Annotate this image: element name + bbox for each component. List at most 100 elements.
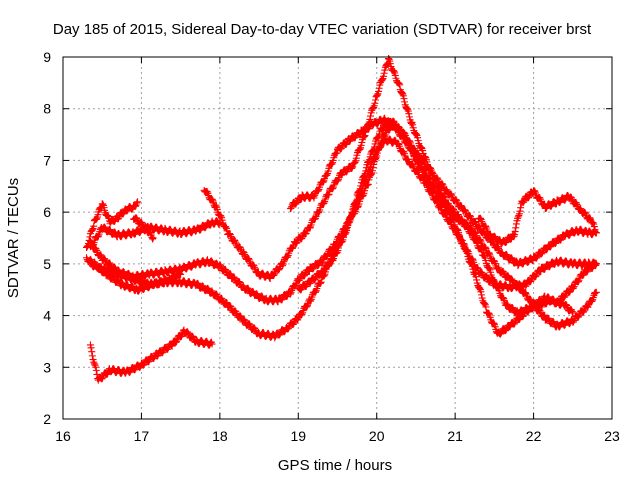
data-point [92,245,100,253]
series-track-d [86,326,216,384]
data-point [92,366,100,374]
data-point [483,273,491,281]
data-point [90,360,98,368]
data-point [189,332,197,340]
data-point [173,338,181,346]
data-point [370,154,378,162]
data-point [88,352,96,360]
data-point [296,276,304,284]
x-axis-tick-labels: 16 17 18 19 20 21 22 23 [55,428,620,444]
data-point [276,331,284,339]
data-point [473,264,481,272]
series-track-i [475,187,600,248]
data-point [533,254,541,262]
data-point [566,231,574,239]
data-point [92,363,100,371]
y-tick-label: 9 [43,49,51,65]
data-point [246,320,254,328]
data-point [241,316,249,324]
data-point [527,277,535,285]
data-point [90,358,98,366]
data-point [286,290,294,298]
y-tick-label: 8 [43,101,51,117]
data-point [447,190,455,198]
data-point [208,287,216,295]
data-point [222,298,230,306]
data-point [375,84,383,92]
series-track-e [200,55,577,319]
data-point [478,291,486,299]
chart-title: Day 185 of 2015, Sidereal Day-to-day VTE… [53,21,592,38]
data-point [591,290,599,298]
data-point [101,255,109,263]
data-point [318,259,326,267]
data-point [232,308,240,316]
data-point [400,148,408,156]
x-axis-title: GPS time / hours [278,457,392,474]
y-tick-label: 6 [43,204,51,220]
y-tick-label: 2 [43,411,51,427]
data-point [289,320,297,328]
data-point [131,365,139,373]
y-axis-tick-labels: 2 3 4 5 6 7 8 9 [43,49,51,427]
data-point [373,91,381,99]
data-point [522,282,530,290]
data-point [362,177,370,185]
data-point [380,69,388,77]
data-point [300,272,308,280]
data-point [503,251,511,259]
data-point [244,285,252,293]
series-track-h [83,198,142,251]
data-point [184,328,192,336]
data-point [283,292,291,300]
data-point [86,233,94,241]
data-point [88,348,96,356]
data-point [271,334,279,342]
data-point [204,285,212,293]
x-tick-label: 20 [369,428,385,444]
data-point [364,181,372,189]
data-point [97,251,105,259]
data-point [154,352,162,360]
data-point [315,261,323,269]
x-tick-label: 23 [604,428,620,444]
data-point [317,279,325,287]
data-point [538,250,546,258]
y-tick-label: 5 [43,256,51,272]
data-point [284,325,292,333]
x-tick-label: 18 [212,428,228,444]
x-tick-label: 16 [55,428,71,444]
x-tick-label: 19 [290,428,306,444]
data-point [310,264,318,272]
data-point [317,278,325,286]
data-point [99,374,107,382]
data-point [126,368,134,376]
data-point [478,269,486,277]
data-point [140,361,148,369]
data-point [208,257,216,265]
data-point [106,259,114,267]
data-point [367,163,375,171]
data-point [512,224,520,232]
data-point [552,238,560,246]
data-point [367,112,375,120]
data-point [514,213,522,221]
data-point [371,96,379,104]
data-point [312,288,320,296]
data-point [452,196,460,204]
x-tick-label: 22 [526,428,542,444]
x-tick-label: 21 [447,428,463,444]
data-points [83,55,600,384]
data-point [407,119,415,127]
y-tick-label: 4 [43,308,51,324]
data-point [466,212,474,220]
data-point [298,310,306,318]
data-point [164,345,172,353]
data-point [226,270,234,278]
data-point [251,324,259,332]
data-point [87,344,95,352]
data-point [253,290,261,298]
data-point [457,202,465,210]
data-point [221,266,229,274]
